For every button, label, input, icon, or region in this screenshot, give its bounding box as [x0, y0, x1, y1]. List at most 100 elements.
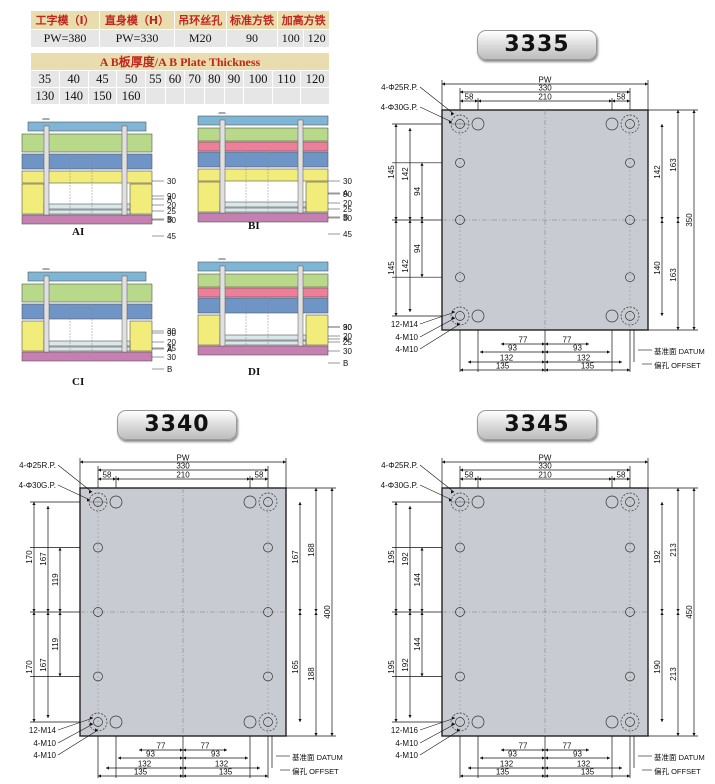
- thickness-value: 130: [30, 87, 60, 105]
- mold-plate: [197, 212, 329, 223]
- dimension-arrow: [180, 766, 183, 770]
- callout-label: 4-Φ25R.P.: [381, 83, 418, 92]
- callout-label: 4-Φ25R.P.: [19, 461, 56, 470]
- hole: [625, 215, 635, 225]
- callout-label: 4-Φ30G.P.: [19, 481, 56, 490]
- dimension-label: 93: [211, 750, 220, 759]
- dimension-label: 167: [39, 552, 48, 566]
- dimension-arrow: [46, 715, 50, 718]
- screw-head: [218, 112, 226, 114]
- offset-label: 偏孔 OFFSET: [654, 766, 701, 776]
- dimension-arrow: [468, 360, 471, 364]
- dimension-arrow: [314, 733, 318, 736]
- dimension-arrow: [627, 368, 630, 372]
- dimension-label: 58: [465, 93, 474, 102]
- callout-label: 4-M10: [33, 739, 56, 748]
- dimension-label: PW: [177, 454, 190, 463]
- mold-plate: [27, 121, 147, 132]
- dimension-label: 144: [413, 573, 422, 587]
- screw-head: [42, 268, 50, 270]
- dimension-label: 350: [685, 213, 694, 227]
- spec-value: 100: [277, 29, 305, 48]
- dimension-label: 195: [387, 550, 396, 564]
- model-tab-3345: 3345: [477, 410, 597, 440]
- dimension-arrow: [58, 609, 62, 612]
- hole: [605, 495, 619, 509]
- dimension-arrow: [676, 327, 680, 330]
- dimension-label: 93: [508, 344, 517, 353]
- return-pin: [69, 307, 93, 353]
- hole: [625, 311, 635, 321]
- dimension-arrow: [627, 468, 630, 472]
- dimension-label: 135: [496, 768, 510, 777]
- dimension-label: 330: [176, 462, 190, 471]
- dimension-arrow: [32, 502, 36, 505]
- dimension-arrow: [394, 612, 398, 615]
- dimension-label: 145: [387, 261, 396, 275]
- return-pin: [69, 157, 93, 216]
- hole: [93, 542, 103, 553]
- mold-plate: [197, 287, 329, 298]
- section-dim-label: 90: [343, 323, 352, 332]
- dimension-arrow: [692, 327, 696, 330]
- mold-plate: [27, 271, 147, 282]
- dimension-arrow: [460, 468, 463, 472]
- hole: [455, 671, 465, 682]
- dimension-arrow: [46, 506, 50, 509]
- section-dim-label: 30: [167, 216, 176, 225]
- dimension-arrow: [46, 612, 50, 615]
- dimension-arrow: [542, 342, 545, 346]
- section-dim-label: 20: [343, 199, 352, 208]
- dimension-label: 167: [291, 550, 300, 564]
- dimension-label: 188: [307, 543, 316, 557]
- dimension-arrow: [106, 766, 109, 770]
- mold-plate: [43, 203, 131, 210]
- hole: [625, 542, 635, 553]
- dimension-arrow: [224, 748, 227, 752]
- dimension-label: 77: [563, 742, 572, 751]
- leader-line: [57, 717, 94, 731]
- leader-line: [419, 723, 456, 744]
- dimension-arrow: [265, 477, 268, 481]
- hole: [605, 117, 619, 131]
- dimension-arrow: [113, 477, 116, 481]
- dimension-arrow: [80, 460, 83, 464]
- dimension-arrow: [245, 756, 248, 760]
- dimension-arrow: [542, 756, 545, 760]
- dimension-arrow: [660, 612, 664, 615]
- thickness-value: [243, 87, 274, 105]
- dimension-arrow: [32, 612, 36, 615]
- dimension-arrow: [408, 715, 412, 718]
- dimension-arrow: [408, 506, 412, 509]
- mold-plate: [21, 283, 153, 303]
- dimension-arrow: [46, 609, 50, 612]
- section-dim-label: 30: [167, 327, 176, 336]
- dimension-arrow: [408, 217, 412, 220]
- dimension-arrow: [478, 99, 481, 103]
- dimension-arrow: [607, 350, 610, 354]
- mold-plate: [21, 153, 153, 170]
- section-dim-label: 45: [343, 230, 352, 239]
- dimension-label: 94: [413, 244, 422, 253]
- hole: [450, 712, 470, 732]
- dimension-arrow: [95, 728, 98, 732]
- dimension-label: 188: [307, 667, 316, 681]
- dimension-label: 58: [617, 93, 626, 102]
- mold-plate: [219, 201, 307, 208]
- dimension-arrow: [314, 609, 318, 612]
- return-pin: [245, 297, 269, 347]
- section-dim-label: A: [167, 195, 173, 204]
- mold-plate: [305, 314, 329, 346]
- leader-line: [419, 729, 461, 756]
- guide-pin: [297, 265, 304, 347]
- dimension-arrow: [420, 673, 424, 677]
- hole: [263, 671, 273, 682]
- dimension-arrow: [660, 220, 664, 223]
- hole: [625, 157, 635, 168]
- hole: [263, 497, 273, 507]
- section-dim-label: 90: [167, 192, 176, 201]
- dimension-arrow: [457, 728, 460, 732]
- dimension-label: 190: [653, 660, 662, 674]
